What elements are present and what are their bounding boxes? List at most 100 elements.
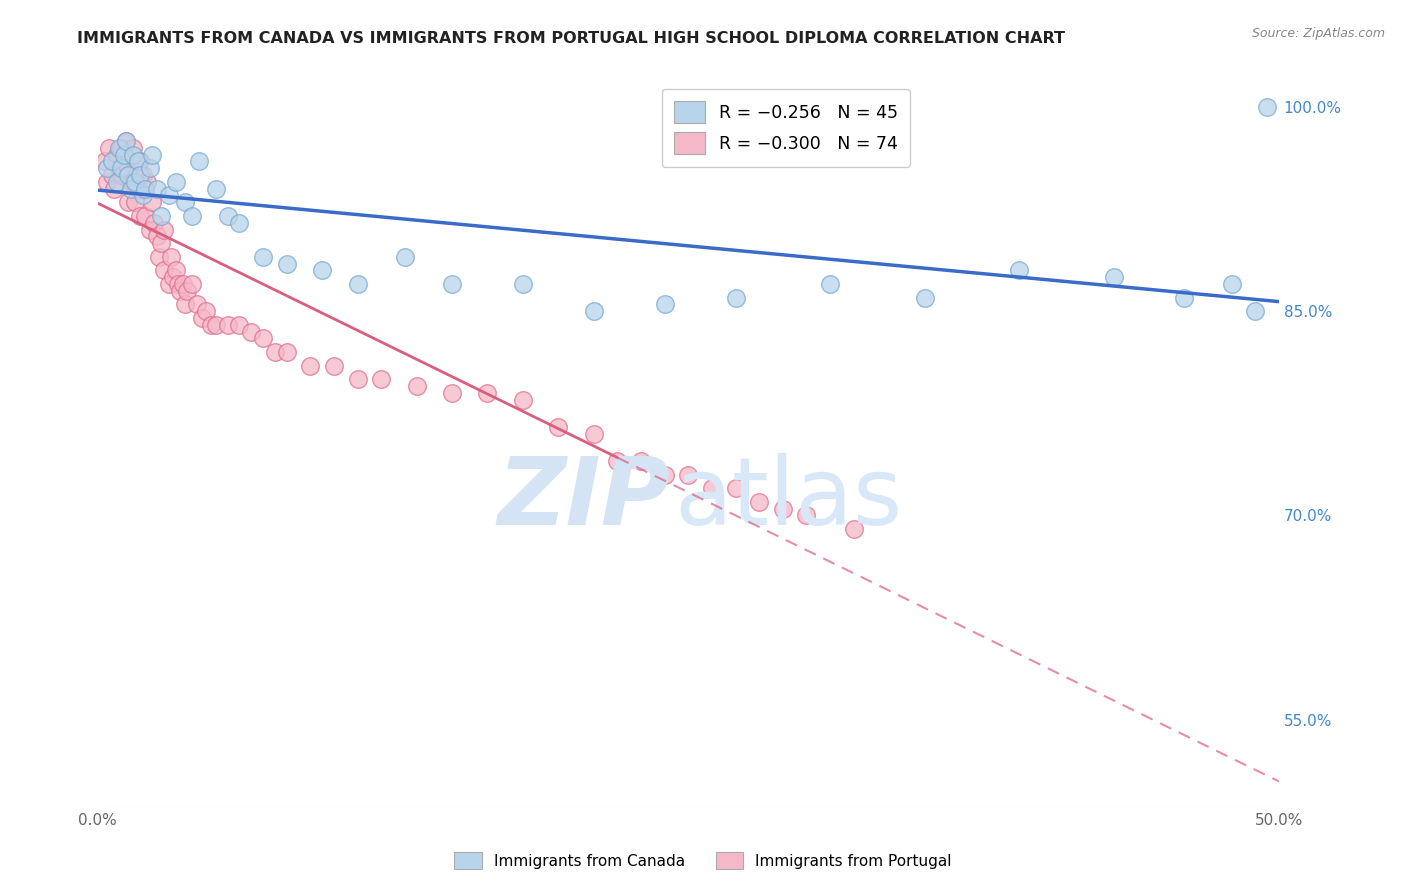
- Point: [138, 161, 160, 176]
- Point: [228, 318, 250, 332]
- Point: [98, 141, 121, 155]
- Point: [322, 359, 344, 373]
- Point: [405, 379, 427, 393]
- Point: [217, 318, 239, 332]
- Point: [276, 256, 298, 270]
- Legend: R = −0.256   N = 45, R = −0.300   N = 74: R = −0.256 N = 45, R = −0.300 N = 74: [661, 89, 910, 167]
- Text: Source: ZipAtlas.com: Source: ZipAtlas.com: [1251, 27, 1385, 40]
- Point: [141, 147, 163, 161]
- Point: [124, 195, 146, 210]
- Point: [1220, 277, 1243, 291]
- Point: [181, 209, 204, 223]
- Point: [143, 216, 166, 230]
- Point: [772, 501, 794, 516]
- Point: [190, 311, 212, 326]
- Point: [181, 277, 204, 291]
- Point: [129, 168, 152, 182]
- Point: [101, 154, 124, 169]
- Point: [152, 263, 174, 277]
- Point: [169, 284, 191, 298]
- Point: [370, 372, 392, 386]
- Point: [724, 291, 747, 305]
- Point: [276, 345, 298, 359]
- Point: [174, 297, 197, 311]
- Point: [299, 359, 322, 373]
- Point: [204, 318, 226, 332]
- Point: [186, 297, 208, 311]
- Point: [145, 229, 167, 244]
- Text: atlas: atlas: [673, 453, 903, 545]
- Point: [150, 236, 173, 251]
- Point: [124, 161, 146, 176]
- Point: [96, 161, 118, 176]
- Point: [145, 182, 167, 196]
- Point: [122, 147, 145, 161]
- Point: [263, 345, 285, 359]
- Point: [134, 182, 156, 196]
- Point: [105, 175, 128, 189]
- Point: [160, 250, 183, 264]
- Point: [115, 134, 138, 148]
- Point: [228, 216, 250, 230]
- Point: [165, 263, 187, 277]
- Point: [630, 454, 652, 468]
- Point: [394, 250, 416, 264]
- Point: [101, 168, 124, 182]
- Point: [547, 420, 569, 434]
- Point: [136, 175, 159, 189]
- Text: ZIP: ZIP: [498, 453, 671, 545]
- Point: [1256, 100, 1278, 114]
- Point: [512, 277, 534, 291]
- Point: [217, 209, 239, 223]
- Point: [748, 495, 770, 509]
- Point: [103, 182, 125, 196]
- Point: [117, 168, 139, 182]
- Point: [176, 284, 198, 298]
- Point: [582, 304, 605, 318]
- Point: [311, 263, 333, 277]
- Point: [127, 182, 149, 196]
- Point: [724, 481, 747, 495]
- Point: [112, 147, 135, 161]
- Point: [654, 467, 676, 482]
- Point: [108, 141, 131, 155]
- Point: [157, 188, 180, 202]
- Point: [131, 168, 153, 182]
- Point: [134, 182, 156, 196]
- Point: [120, 182, 142, 196]
- Point: [122, 141, 145, 155]
- Point: [200, 318, 222, 332]
- Point: [157, 277, 180, 291]
- Point: [117, 161, 139, 176]
- Point: [240, 325, 263, 339]
- Point: [174, 195, 197, 210]
- Point: [122, 175, 145, 189]
- Point: [127, 154, 149, 169]
- Point: [441, 385, 464, 400]
- Point: [110, 168, 132, 182]
- Point: [1244, 304, 1267, 318]
- Point: [346, 372, 368, 386]
- Point: [477, 385, 499, 400]
- Point: [842, 522, 865, 536]
- Point: [172, 277, 194, 291]
- Point: [678, 467, 700, 482]
- Point: [131, 188, 153, 202]
- Point: [129, 209, 152, 223]
- Point: [105, 147, 128, 161]
- Point: [112, 154, 135, 169]
- Point: [512, 392, 534, 407]
- Point: [204, 182, 226, 196]
- Point: [129, 154, 152, 169]
- Point: [162, 270, 184, 285]
- Point: [441, 277, 464, 291]
- Point: [110, 141, 132, 155]
- Point: [654, 297, 676, 311]
- Point: [120, 175, 142, 189]
- Point: [188, 154, 211, 169]
- Point: [124, 175, 146, 189]
- Point: [195, 304, 218, 318]
- Legend: Immigrants from Canada, Immigrants from Portugal: Immigrants from Canada, Immigrants from …: [449, 846, 957, 875]
- Point: [117, 195, 139, 210]
- Text: IMMIGRANTS FROM CANADA VS IMMIGRANTS FROM PORTUGAL HIGH SCHOOL DIPLOMA CORRELATI: IMMIGRANTS FROM CANADA VS IMMIGRANTS FRO…: [77, 31, 1066, 46]
